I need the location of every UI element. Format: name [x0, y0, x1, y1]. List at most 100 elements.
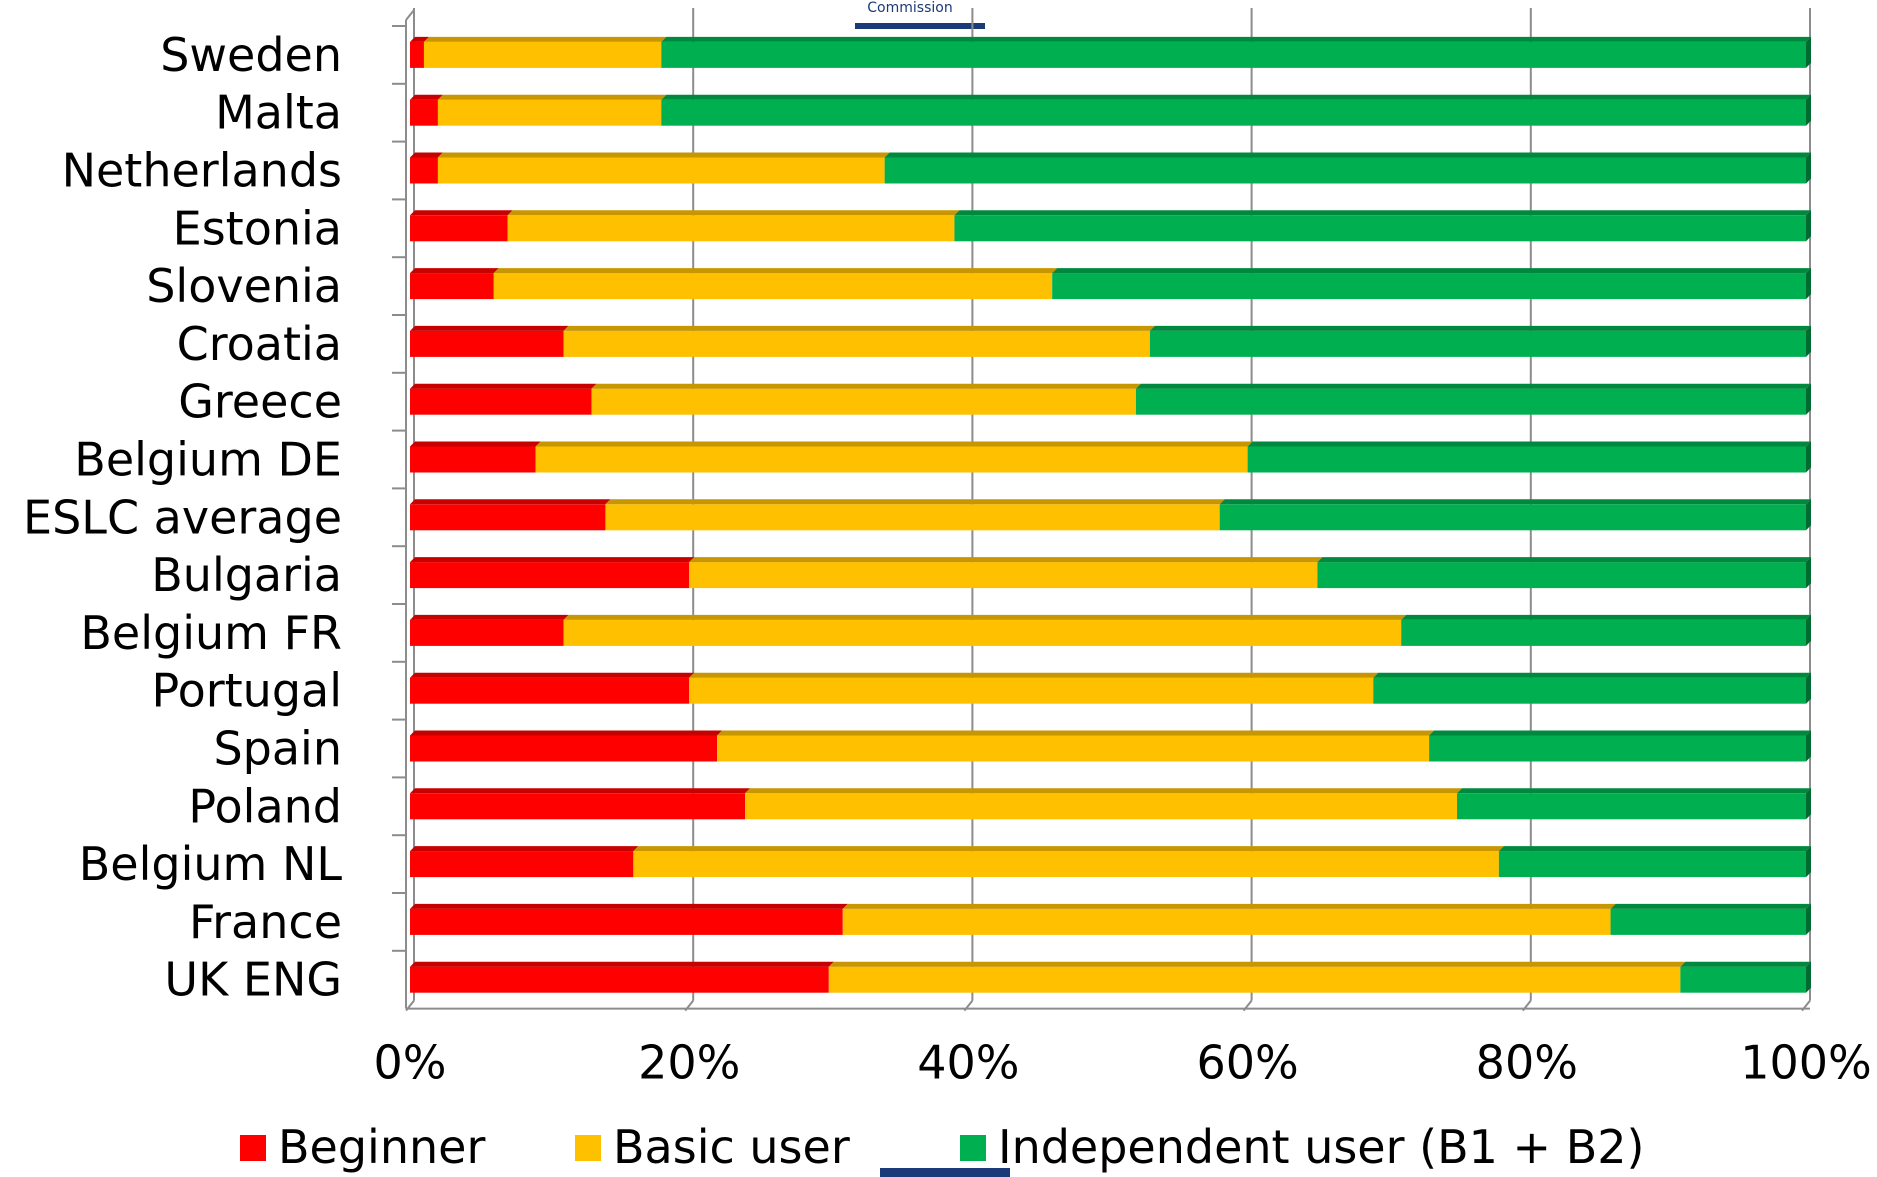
bar-segment-top	[689, 557, 1323, 563]
bar-segment	[1052, 273, 1806, 300]
logo-fragment: Commission	[855, 0, 985, 29]
bar-segment	[437, 99, 662, 126]
bar-end-face	[1806, 557, 1811, 589]
legend-label: Independent user (B1 + B2)	[998, 1120, 1644, 1174]
bar-segment	[410, 619, 564, 646]
bar-segment-top	[535, 441, 1253, 447]
bar-segment-top	[1401, 614, 1811, 620]
bar-segment-top	[745, 788, 1462, 794]
bar-segment-top	[1498, 846, 1811, 852]
bar-segment	[689, 677, 1374, 704]
bar-end-face	[1806, 788, 1811, 820]
bar-segment	[410, 504, 606, 531]
bar-segment	[717, 735, 1430, 762]
logo-text: Commission	[867, 0, 952, 16]
category-label: Slovenia	[146, 259, 342, 313]
bar-segment	[661, 99, 1806, 126]
bar-segment-top	[884, 152, 1811, 158]
bar-segment	[563, 330, 1150, 357]
bar-end-face	[1806, 210, 1811, 242]
x-tick-label: 100%	[1740, 1036, 1872, 1090]
bar-end-face	[1806, 152, 1811, 184]
category-label: Estonia	[173, 201, 342, 255]
bar-segment-top	[507, 210, 960, 216]
category-label: Malta	[215, 86, 342, 140]
bar-segment	[1610, 908, 1806, 935]
category-label: Belgium FR	[80, 606, 342, 660]
bars	[410, 36, 1811, 993]
bar-segment	[689, 562, 1318, 589]
bar-end-face	[1806, 268, 1811, 300]
bar-segment	[410, 388, 592, 415]
bar-segment	[410, 966, 829, 993]
bar-segment-top	[1149, 325, 1811, 331]
bar-segment-top	[437, 94, 667, 100]
bar-segment	[423, 41, 662, 68]
logo-underline	[855, 23, 985, 29]
bar-end-face	[1806, 383, 1811, 415]
bar-segment-top	[1610, 903, 1811, 909]
bar-segment	[661, 41, 1806, 68]
bar-segment	[1247, 446, 1806, 473]
bar-end-face	[1806, 441, 1811, 473]
legend-swatch	[240, 1135, 266, 1161]
x-tick-label: 0%	[374, 1036, 447, 1090]
legend-swatch	[960, 1135, 986, 1161]
bar-segment	[842, 908, 1611, 935]
bar-segment-top	[563, 325, 1155, 331]
bar-segment-top	[410, 846, 639, 852]
bar-segment	[954, 215, 1806, 242]
bar-segment-top	[661, 94, 1811, 100]
bar-end-face	[1806, 36, 1811, 68]
bar-segment	[410, 677, 690, 704]
bar-segment	[410, 735, 718, 762]
bar-segment-top	[1247, 441, 1811, 447]
bar-segment-top	[1680, 961, 1811, 967]
bar-segment-top	[954, 210, 1811, 216]
bar-end-face	[1806, 325, 1811, 357]
bar-segment	[493, 273, 1053, 300]
bar-segment-top	[1457, 788, 1811, 794]
bar-end-face	[1806, 903, 1811, 935]
bar-end-face	[1806, 499, 1811, 531]
bar-segment	[437, 157, 885, 184]
bar-segment	[1680, 966, 1806, 993]
bar-segment-top	[410, 730, 723, 736]
category-label: Sweden	[160, 28, 342, 82]
bar-segment	[828, 966, 1681, 993]
bar-segment	[410, 908, 843, 935]
bar-segment	[410, 215, 508, 242]
bar-segment	[410, 793, 746, 820]
category-label: ESLC average	[23, 490, 342, 544]
bar-segment-top	[423, 36, 667, 42]
bar-segment-top	[563, 614, 1407, 620]
x-tick-label: 20%	[638, 1036, 740, 1090]
x-tick-label: 80%	[1476, 1036, 1578, 1090]
category-label: Spain	[213, 722, 342, 776]
bar-segment-top	[437, 152, 890, 158]
bar-segment	[535, 446, 1248, 473]
bar-segment	[410, 99, 438, 126]
bar-segment	[884, 157, 1806, 184]
bar-segment	[1401, 619, 1806, 646]
bar-segment-top	[717, 730, 1435, 736]
bar-segment-top	[410, 557, 695, 563]
category-label: Bulgaria	[151, 548, 342, 602]
legend-swatch	[575, 1135, 601, 1161]
bar-segment	[410, 330, 564, 357]
bar-segment	[410, 273, 494, 300]
bar-segment-top	[591, 383, 1141, 389]
bar-segment-top	[842, 903, 1616, 909]
bar-segment-top	[410, 499, 611, 505]
category-labels: SwedenMaltaNetherlandsEstoniaSloveniaCro…	[23, 28, 342, 1007]
bar-segment-top	[493, 268, 1058, 274]
bar-segment	[605, 504, 1220, 531]
bar-segment	[1498, 851, 1806, 878]
category-label: UK ENG	[164, 953, 342, 1007]
bar-segment-top	[410, 325, 569, 331]
x-tick-labels: 0% 20% 40% 60% 80% 100%	[374, 1036, 1872, 1090]
bar-segment-top	[410, 210, 513, 216]
bar-segment	[591, 388, 1136, 415]
bar-segment	[507, 215, 955, 242]
category-label: Greece	[178, 375, 342, 429]
